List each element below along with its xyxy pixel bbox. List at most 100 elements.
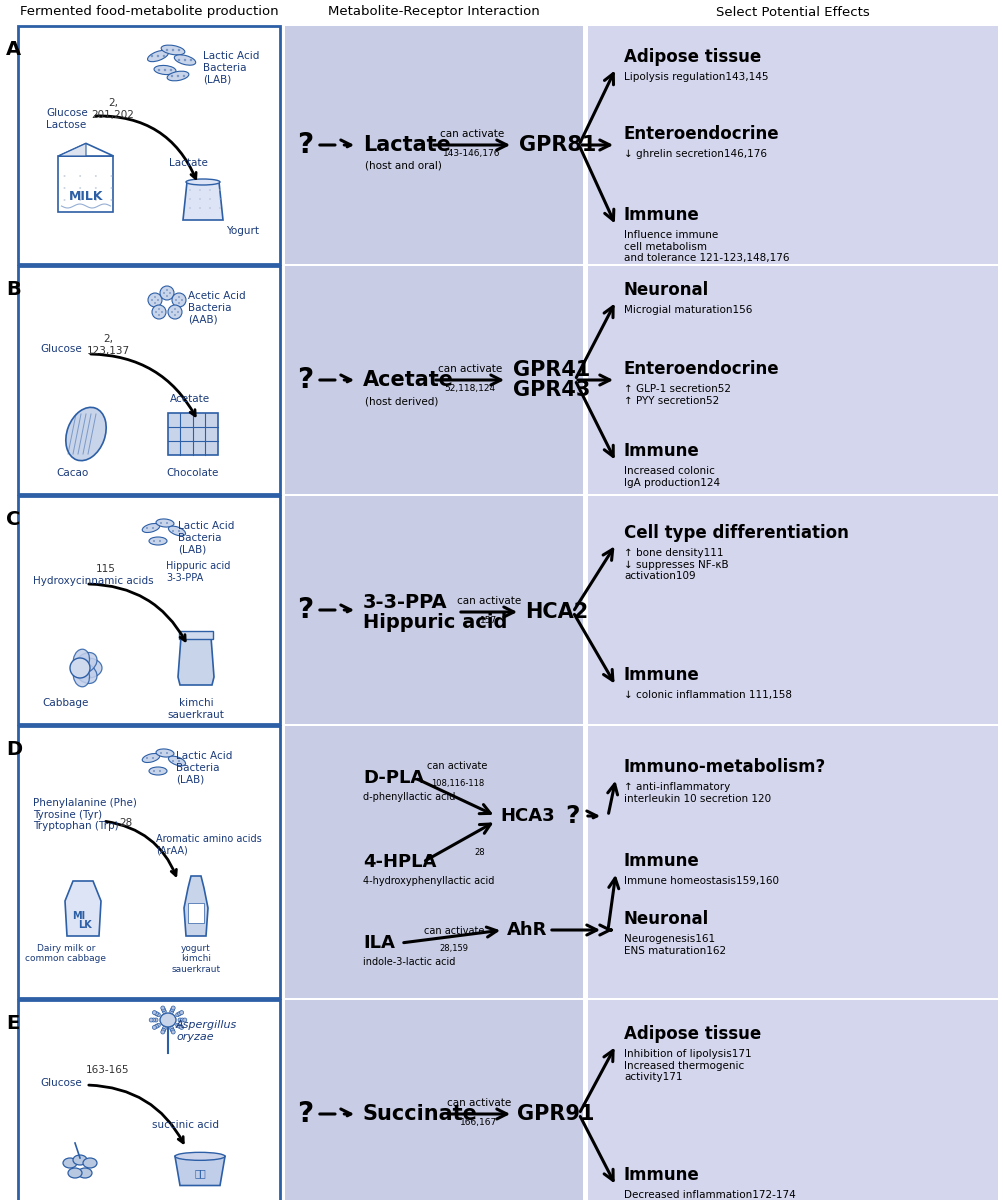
Text: succinic acid: succinic acid [152,1120,220,1130]
Ellipse shape [162,55,165,58]
Text: GPR43: GPR43 [513,380,590,400]
Ellipse shape [183,74,186,77]
Bar [285,1000,583,1200]
Ellipse shape [170,68,173,71]
Ellipse shape [152,1010,156,1014]
Text: (host and oral): (host and oral) [365,161,441,170]
Ellipse shape [219,206,221,209]
Ellipse shape [153,302,155,304]
Ellipse shape [165,752,168,754]
Polygon shape [178,637,214,685]
Text: Immune: Immune [624,442,699,460]
Bar [18,1000,280,1200]
Text: Neuronal: Neuronal [624,910,708,928]
Ellipse shape [172,530,174,532]
Ellipse shape [178,530,180,532]
Ellipse shape [73,1154,87,1165]
Text: みそ: みそ [194,1168,206,1178]
Ellipse shape [153,296,155,298]
Text: Immune: Immune [624,1166,699,1184]
Bar [58,156,113,212]
Ellipse shape [165,49,169,52]
Ellipse shape [181,299,183,301]
Text: D-PLA: D-PLA [363,769,424,787]
Ellipse shape [172,293,186,307]
Text: HCA3: HCA3 [499,806,554,826]
Text: Glucose: Glucose [40,1078,81,1088]
Text: B: B [6,280,21,299]
Text: ↓ ghrelin secretion146,176: ↓ ghrelin secretion146,176 [624,149,766,158]
Text: can activate: can activate [439,128,504,139]
Ellipse shape [189,206,191,209]
Ellipse shape [157,68,160,71]
Text: Yogurt: Yogurt [226,226,259,236]
Ellipse shape [150,299,152,301]
Text: (host derived): (host derived) [365,396,438,406]
Text: 163-165: 163-165 [86,1066,129,1075]
Text: 2,
201,202: 2, 201,202 [91,98,134,120]
Ellipse shape [162,1009,166,1014]
Text: 157: 157 [479,616,497,625]
Ellipse shape [78,1168,92,1178]
Text: Neuronal: Neuronal [624,281,708,299]
Ellipse shape [75,662,97,684]
Text: Lactate: Lactate [169,158,208,168]
Text: AhR: AhR [507,922,547,938]
Ellipse shape [219,188,221,191]
Bar [188,902,204,923]
Text: 3-3-PPA: 3-3-PPA [363,593,447,612]
Text: GPR81: GPR81 [519,134,596,155]
Ellipse shape [63,175,65,176]
Ellipse shape [176,1024,180,1027]
Ellipse shape [170,1026,174,1031]
Text: Dairy milk or
common cabbage: Dairy milk or common cabbage [25,944,106,964]
Ellipse shape [152,770,154,772]
Ellipse shape [160,1030,164,1034]
Ellipse shape [159,1013,176,1027]
Text: 52,118,124: 52,118,124 [444,384,495,392]
Ellipse shape [209,206,211,209]
Text: MI: MI [72,911,85,922]
Ellipse shape [183,1018,187,1022]
Ellipse shape [154,1025,158,1028]
Text: 4-hydroxyphenyllactic acid: 4-hydroxyphenyllactic acid [363,876,493,886]
Text: Enteroendocrine: Enteroendocrine [624,125,779,143]
Ellipse shape [172,1030,175,1034]
Ellipse shape [178,1012,182,1015]
Ellipse shape [165,522,168,524]
Polygon shape [58,144,113,156]
Ellipse shape [63,1158,77,1168]
Ellipse shape [178,59,181,61]
Polygon shape [65,881,101,936]
Ellipse shape [161,46,185,55]
Text: ILA: ILA [363,934,394,952]
Ellipse shape [153,1018,157,1022]
Ellipse shape [110,175,112,176]
Text: Immuno-metabolism?: Immuno-metabolism? [624,758,825,776]
Ellipse shape [68,1168,82,1178]
Text: Cacao: Cacao [57,468,89,478]
Text: Enteroendocrine: Enteroendocrine [624,360,779,378]
Text: Metabolite-Receptor Interaction: Metabolite-Receptor Interaction [328,6,540,18]
Bar [18,496,280,724]
Ellipse shape [181,1018,185,1022]
Text: D: D [6,740,22,758]
Text: ?: ? [297,131,313,158]
Ellipse shape [178,760,180,762]
Text: can activate: can activate [456,596,521,606]
Ellipse shape [159,752,161,754]
Ellipse shape [161,1008,165,1012]
Text: Immune: Immune [624,206,699,224]
Text: Aromatic amino acids
(ArAA): Aromatic amino acids (ArAA) [155,834,262,856]
Ellipse shape [160,311,162,313]
Ellipse shape [175,1152,225,1160]
Ellipse shape [148,538,166,545]
Ellipse shape [184,59,187,61]
Ellipse shape [169,756,186,766]
Polygon shape [184,876,208,936]
Ellipse shape [154,1012,158,1015]
Text: indole-3-lactic acid: indole-3-lactic acid [363,958,455,967]
Text: Select Potential Effects: Select Potential Effects [715,6,869,18]
Text: Lactic Acid
Bacteria
(LAB): Lactic Acid Bacteria (LAB) [203,50,259,84]
Text: Microgial maturation156: Microgial maturation156 [624,305,751,314]
